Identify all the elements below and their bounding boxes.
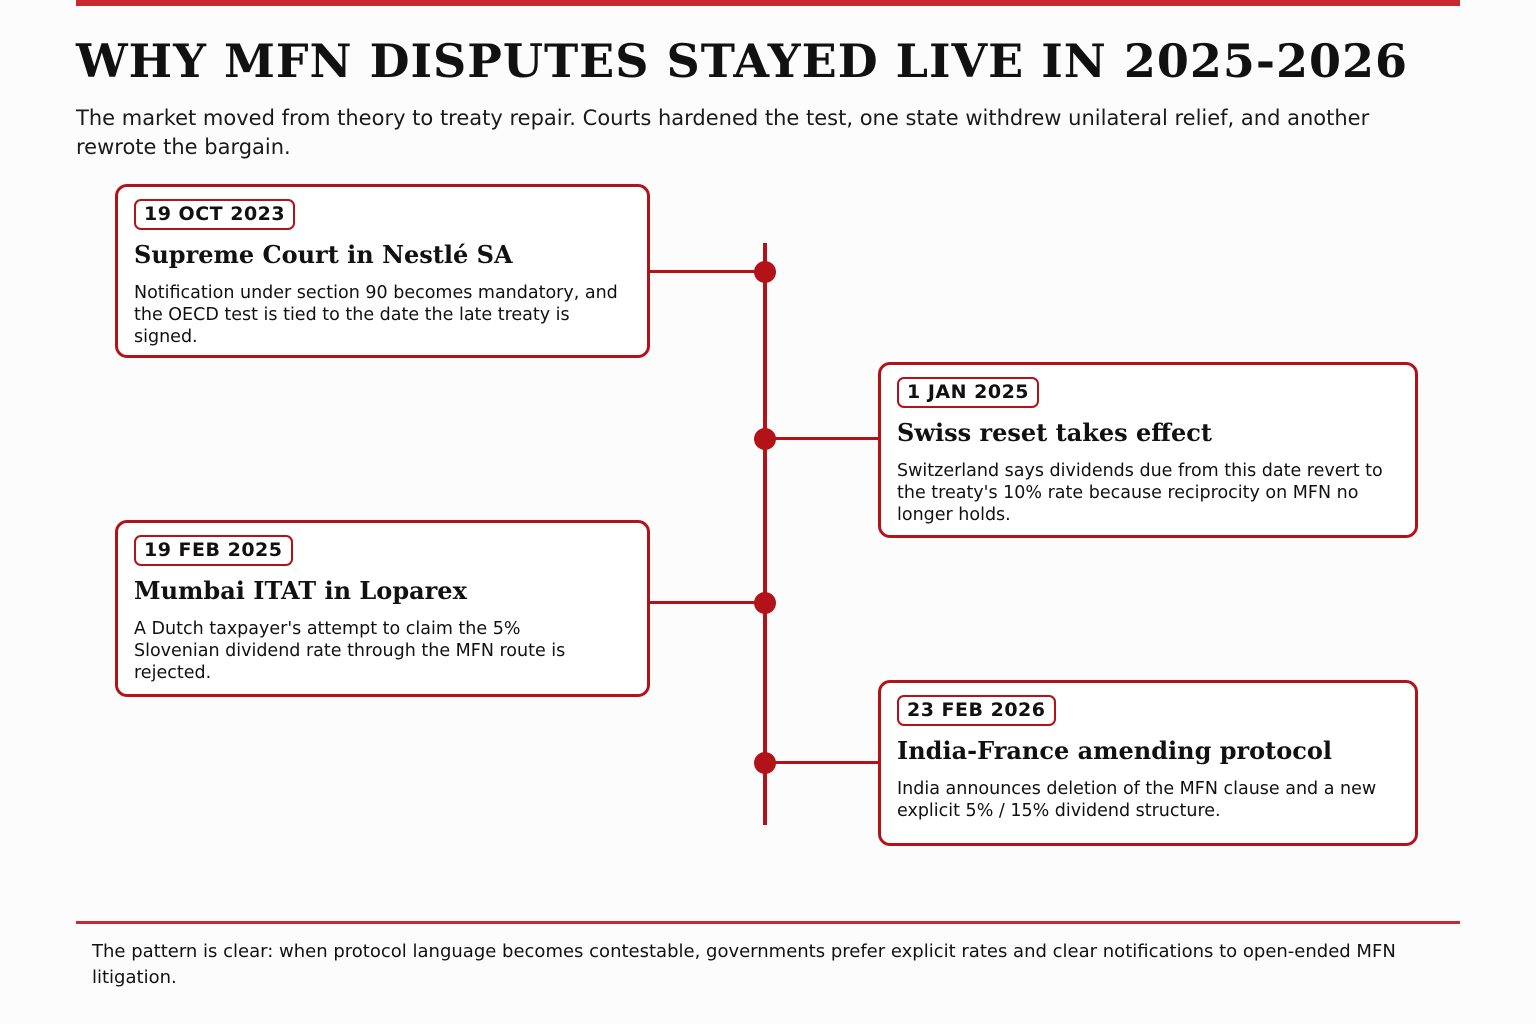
date-badge: 1 JAN 2025 [897, 377, 1040, 408]
event-description: A Dutch taxpayer's attempt to claim the … [134, 619, 566, 683]
date-badge: 19 FEB 2025 [134, 535, 293, 566]
date-badge: 19 OCT 2023 [134, 199, 296, 230]
event-description: India announces deletion of the MFN clau… [897, 779, 1377, 821]
timeline-dot-3 [754, 592, 776, 614]
event-title: Swiss reset takes effect [897, 418, 1212, 447]
connector-event-1 [649, 270, 765, 273]
event-title: India-France amending protocol [897, 736, 1332, 765]
top-rule [76, 0, 1460, 6]
page-subtitle: The market moved from theory to treaty r… [76, 106, 1370, 159]
bottom-rule [76, 921, 1460, 924]
event-title: Supreme Court in Nestlé SA [134, 240, 513, 269]
connector-event-3 [649, 601, 765, 604]
date-badge: 23 FEB 2026 [897, 695, 1056, 726]
event-description: Notification under section 90 becomes ma… [134, 283, 618, 347]
timeline-dot-1 [754, 261, 776, 283]
event-description: Switzerland says dividends due from this… [897, 461, 1383, 525]
event-title: Mumbai ITAT in Loparex [134, 576, 467, 605]
event-card-loparex: 19 FEB 2025 Mumbai ITAT in Loparex A Dut… [115, 520, 650, 697]
event-card-india-france: 23 FEB 2026 India-France amending protoc… [878, 680, 1418, 846]
page-title: WHY MFN DISPUTES STAYED LIVE IN 2025-202… [76, 34, 1408, 88]
timeline-dot-4 [754, 752, 776, 774]
timeline-spine [763, 243, 767, 825]
footer-note: The pattern is clear: when protocol lang… [92, 941, 1396, 988]
connector-event-2 [765, 437, 879, 440]
timeline-dot-2 [754, 428, 776, 450]
connector-event-4 [765, 761, 879, 764]
event-card-swiss-reset: 1 JAN 2025 Swiss reset takes effect Swit… [878, 362, 1418, 538]
event-card-nestle: 19 OCT 2023 Supreme Court in Nestlé SA N… [115, 184, 650, 358]
